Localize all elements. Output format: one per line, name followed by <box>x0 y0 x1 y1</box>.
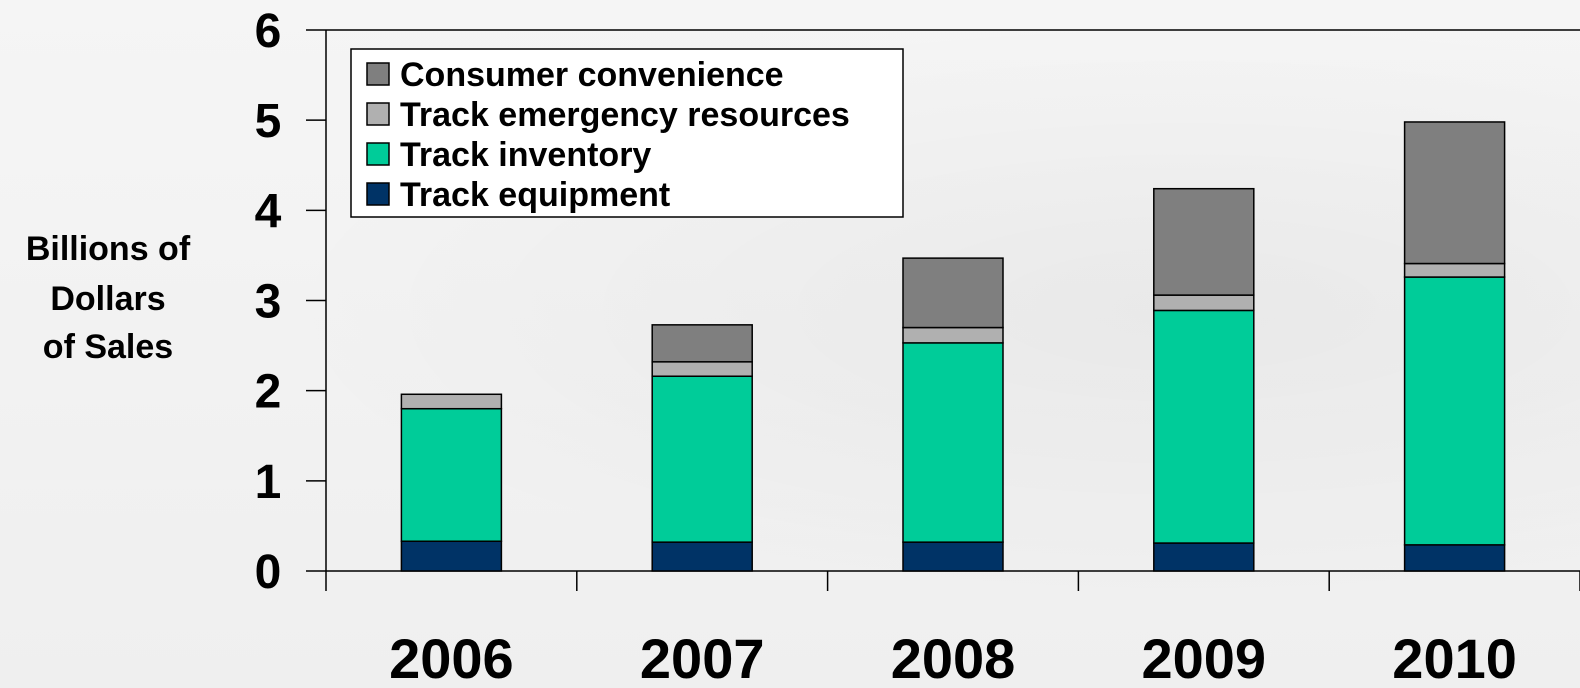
x-tick-label-2007: 2007 <box>640 627 765 688</box>
legend-label-consumer-convenience: Consumer convenience <box>400 56 784 94</box>
bar-segment-consumer-convenience-2009 <box>1153 187 1255 296</box>
bar-segment-track-inventory-2007 <box>651 375 753 543</box>
bar-segment-consumer-convenience-2008 <box>902 257 1004 329</box>
y-tick-label: 5 <box>255 95 282 148</box>
bar-segment-track-emergency-resources-2006 <box>400 393 503 410</box>
legend-swatch-track-inventory <box>366 142 390 166</box>
axes: 0 1 2 3 4 5 6 2006 2007 2008 2009 2010 <box>255 5 1580 688</box>
bar-segment-track-inventory-2008 <box>902 342 1004 543</box>
bar-segment-track-equipment-2008 <box>902 541 1004 572</box>
bar-segment-track-equipment-2007 <box>651 541 753 572</box>
y-tick-label: 1 <box>255 456 282 509</box>
y-axis-label-line-1: Billions of <box>26 230 191 268</box>
bar-segment-consumer-convenience-2010 <box>1403 121 1506 265</box>
legend-label-track-emergency-resources: Track emergency resources <box>400 96 850 134</box>
y-tick-label: 4 <box>255 185 282 238</box>
y-tick-label: 0 <box>255 546 282 599</box>
bar-segment-track-emergency-resources-2007 <box>651 361 753 377</box>
legend-label-track-inventory: Track inventory <box>400 136 651 174</box>
y-axis-label-line-3: of Sales <box>43 328 173 366</box>
bar-segment-track-inventory-2010 <box>1403 276 1506 546</box>
bars <box>400 121 1506 572</box>
y-axis-label: Billions of Dollars of Sales <box>26 230 191 366</box>
x-tick-label-2008: 2008 <box>891 627 1016 688</box>
legend-box <box>350 48 904 218</box>
bar-segment-track-emergency-resources-2008 <box>902 326 1004 344</box>
y-tick-label: 2 <box>255 366 282 419</box>
legend-swatch-track-emergency-resources <box>366 102 390 126</box>
bar-segment-track-equipment-2009 <box>1153 542 1255 572</box>
legend-swatch-consumer-convenience <box>366 62 390 86</box>
legend-label-track-equipment: Track equipment <box>400 176 670 214</box>
y-axis-label-line-2: Dollars <box>50 280 165 318</box>
bar-segment-track-inventory-2006 <box>400 407 503 542</box>
x-tick-label-2006: 2006 <box>389 627 514 688</box>
bar-segment-track-equipment-2006 <box>400 540 503 572</box>
x-tick-label-2009: 2009 <box>1142 627 1267 688</box>
bar-segment-consumer-convenience-2007 <box>651 324 753 363</box>
legend-swatch-track-equipment <box>366 182 390 206</box>
bar-segment-track-emergency-resources-2010 <box>1403 262 1506 278</box>
bar-segment-track-inventory-2009 <box>1153 309 1255 544</box>
y-tick-label: 3 <box>255 276 282 329</box>
bar-segment-track-emergency-resources-2009 <box>1153 294 1255 312</box>
y-tick-label: 6 <box>255 5 282 58</box>
x-tick-label-2010: 2010 <box>1392 627 1517 688</box>
bar-segment-track-equipment-2010 <box>1403 544 1506 572</box>
